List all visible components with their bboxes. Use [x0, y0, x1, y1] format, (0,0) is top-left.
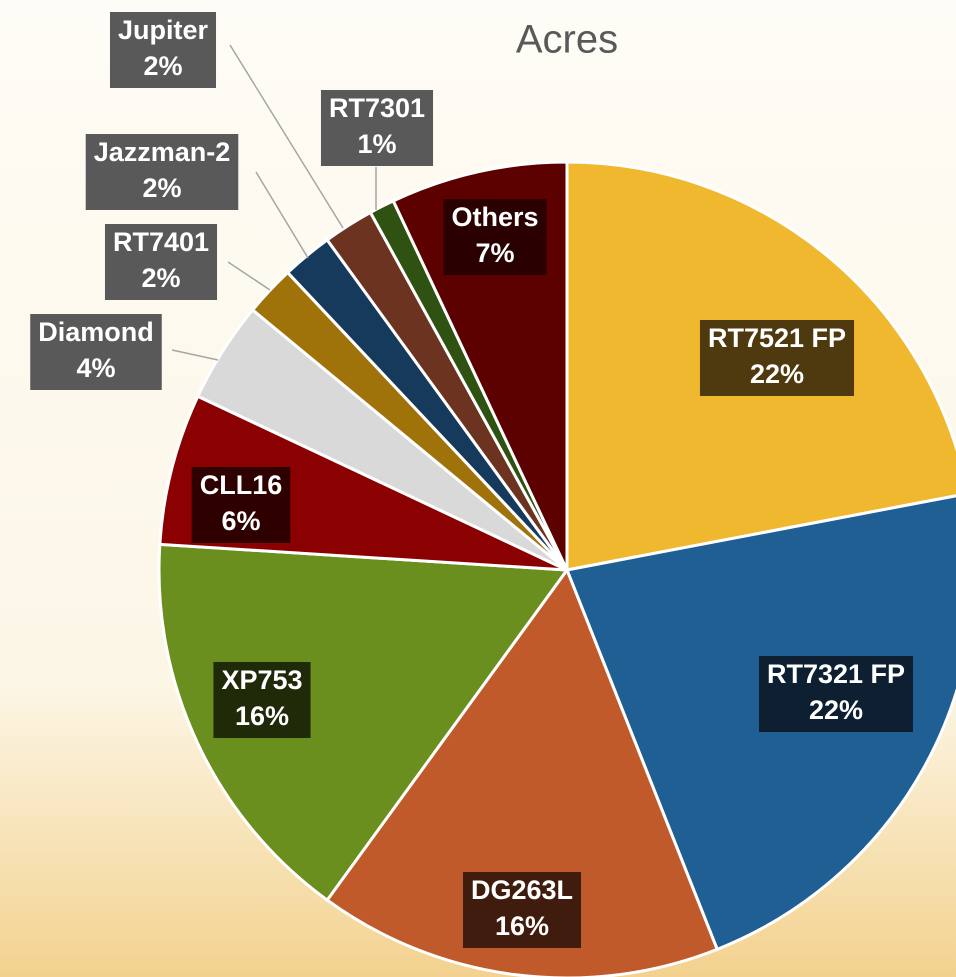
value-label: 2% [142, 173, 181, 203]
value-label: 2% [143, 51, 182, 81]
value-label: 7% [475, 238, 514, 268]
value-label: 22% [809, 695, 863, 725]
labels: RT7521 FP 22% RT7321 FP 22% DG263L 16% XP753 16… [30, 12, 914, 948]
value-label: 4% [76, 353, 115, 383]
slice-label: Jazzman-2 [94, 137, 231, 167]
label-box [30, 314, 162, 390]
value-label: 1% [357, 129, 396, 159]
label-box [320, 90, 434, 166]
label-box [109, 12, 217, 88]
value-label: 2% [141, 263, 180, 293]
slice-label: CLL16 [200, 470, 283, 500]
leader-line [229, 44, 344, 229]
slices [157, 160, 956, 977]
slice [325, 566, 720, 977]
slice-label: RT7321 FP [767, 659, 905, 689]
value-label: 16% [235, 701, 289, 731]
slice-label: DG263L [471, 875, 573, 905]
label-box [213, 662, 311, 738]
slice-label: RT7401 [113, 227, 209, 257]
chart-title: Acres [516, 18, 618, 62]
label-box [758, 656, 914, 732]
label-box [85, 134, 239, 210]
leader-line [171, 349, 219, 361]
label-box [699, 320, 855, 396]
label-box [104, 224, 218, 300]
label-box [443, 199, 547, 275]
value-label: 6% [221, 506, 260, 536]
slice-label: RT7521 FP [708, 323, 846, 353]
slice-label: Others [451, 202, 538, 232]
slice-label: RT7301 [329, 93, 425, 123]
value-label: 22% [750, 359, 804, 389]
slice-label: XP753 [221, 665, 302, 695]
label-box [462, 872, 582, 948]
label-box [191, 467, 291, 543]
slice [157, 542, 570, 903]
slice-label: Jupiter [118, 15, 209, 45]
leader-line [255, 171, 309, 259]
value-label: 16% [495, 911, 549, 941]
slice-label: Diamond [38, 317, 154, 347]
leader-line [227, 261, 271, 291]
